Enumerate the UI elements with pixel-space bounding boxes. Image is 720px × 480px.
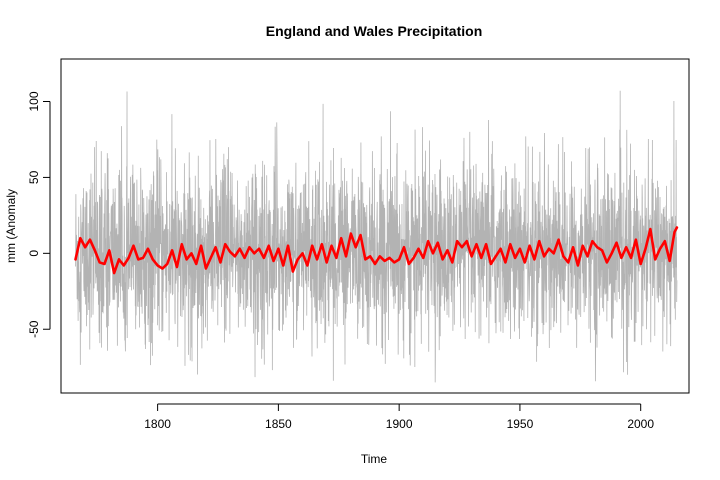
x-axis-label: Time [361, 452, 388, 466]
x-tick-label: 1900 [386, 417, 413, 431]
y-tick-label: 50 [27, 170, 41, 184]
y-tick-label: 0 [27, 250, 41, 257]
smoothed-series [74, 226, 679, 275]
y-tick-label: 100 [27, 91, 41, 111]
raw-series-line [75, 90, 678, 383]
smoothed-series-line [74, 226, 679, 275]
raw-series [75, 90, 678, 383]
plot-frame [60, 58, 690, 394]
x-tick-label: 1950 [507, 417, 534, 431]
x-tick-label: 1800 [144, 417, 171, 431]
x-tick-label: 1850 [265, 417, 292, 431]
chart-title: England and Wales Precipitation [266, 23, 483, 39]
y-axis: -50 0 50 100 [27, 91, 51, 338]
x-tick-label: 2000 [627, 417, 654, 431]
y-tick-label: -50 [27, 320, 41, 338]
x-axis: 1800 1850 1900 1950 2000 [144, 403, 654, 431]
y-axis-label: mm (Anomaly [4, 189, 18, 263]
